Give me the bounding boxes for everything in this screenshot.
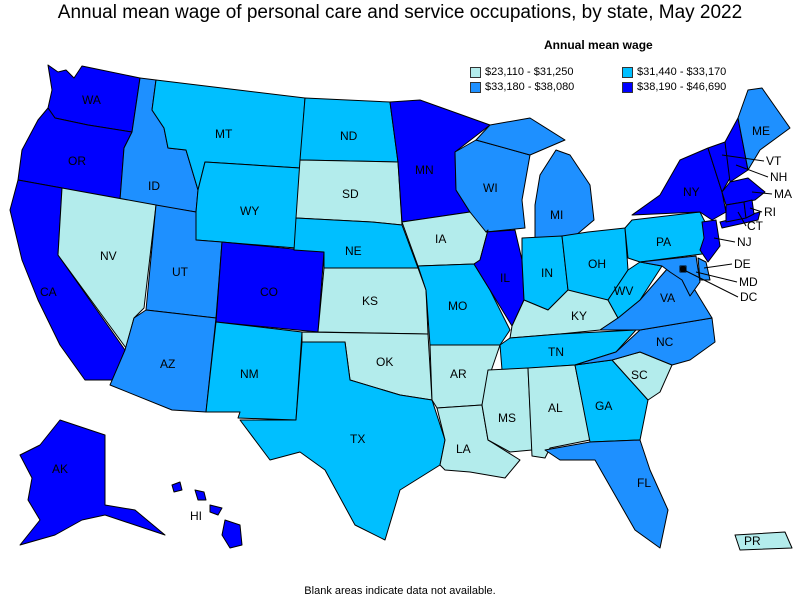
- legend-label-4: $38,190 - $46,690: [637, 81, 727, 93]
- label-ME: ME: [752, 124, 770, 138]
- label-CT: CT: [747, 219, 764, 233]
- state-TX[interactable]: [239, 341, 446, 541]
- label-DE: DE: [734, 257, 751, 271]
- label-NC: NC: [656, 335, 674, 349]
- label-NJ: NJ: [737, 235, 752, 249]
- label-MO: MO: [448, 299, 467, 313]
- label-CA: CA: [40, 285, 57, 299]
- label-WA: WA: [82, 93, 101, 107]
- label-SC: SC: [631, 368, 648, 382]
- label-NH: NH: [770, 170, 787, 184]
- legend-title: Annual mean wage: [544, 38, 653, 52]
- legend-swatch-1: [470, 66, 481, 78]
- legend-label-1: $23,110 - $31,250: [485, 66, 574, 78]
- label-NY: NY: [683, 185, 700, 199]
- label-CO: CO: [260, 285, 278, 299]
- label-MS: MS: [498, 411, 516, 425]
- state-CT[interactable]: [725, 201, 747, 223]
- label-MT: MT: [215, 127, 233, 141]
- label-AK: AK: [52, 462, 68, 476]
- legend-swatch-4: [622, 81, 633, 93]
- label-WV: WV: [614, 284, 633, 298]
- label-WI: WI: [483, 181, 498, 195]
- label-PR: PR: [744, 534, 761, 548]
- legend-label-2: $31,440 - $33,170: [637, 66, 727, 78]
- state-PR[interactable]: [734, 531, 793, 551]
- label-FL: FL: [637, 476, 651, 490]
- state-RI[interactable]: [743, 199, 755, 219]
- label-UT: UT: [172, 265, 189, 279]
- label-GA: GA: [595, 399, 612, 413]
- legend-label-3: $33,180 - $38,080: [485, 81, 575, 93]
- legend-item-1: $23,110 - $31,250: [470, 66, 573, 78]
- state-IL[interactable]: [473, 229, 525, 327]
- label-PA: PA: [656, 235, 671, 249]
- legend-swatch-3: [470, 81, 481, 93]
- label-MD: MD: [739, 275, 758, 289]
- state-MI[interactable]: [475, 117, 595, 239]
- label-MN: MN: [415, 163, 434, 177]
- label-NM: NM: [240, 367, 259, 381]
- label-OH: OH: [588, 257, 606, 271]
- label-AR: AR: [450, 367, 467, 381]
- label-LA: LA: [456, 442, 471, 456]
- label-DC: DC: [740, 290, 758, 304]
- state-AK[interactable]: [19, 419, 166, 546]
- state-HI[interactable]: [171, 481, 243, 549]
- label-NV: NV: [100, 249, 117, 263]
- dc-marker: [680, 266, 686, 272]
- label-NE: NE: [345, 244, 362, 258]
- label-IL: IL: [500, 271, 510, 285]
- label-AL: AL: [548, 401, 563, 415]
- label-KS: KS: [362, 294, 378, 308]
- label-AZ: AZ: [160, 357, 175, 371]
- label-RI: RI: [764, 205, 776, 219]
- label-WY: WY: [240, 204, 259, 218]
- state-NJ[interactable]: [699, 219, 721, 263]
- map-title: Annual mean wage of personal care and se…: [57, 2, 743, 23]
- label-KY: KY: [571, 309, 587, 323]
- legend-swatch-2: [622, 66, 633, 78]
- leader-lines: [683, 154, 773, 298]
- label-TX: TX: [350, 432, 365, 446]
- label-HI: HI: [190, 509, 202, 523]
- state-MS[interactable]: [481, 367, 533, 453]
- label-VT: VT: [766, 154, 782, 168]
- label-MA: MA: [774, 187, 792, 201]
- state-FL[interactable]: [544, 439, 669, 549]
- legend-item-2: $31,440 - $33,170: [622, 66, 726, 78]
- label-ND: ND: [340, 129, 358, 143]
- label-OR: OR: [68, 154, 86, 168]
- label-IA: IA: [435, 232, 446, 246]
- state-MA[interactable]: [721, 177, 766, 206]
- label-SD: SD: [342, 187, 359, 201]
- label-ID: ID: [148, 179, 160, 193]
- label-TN: TN: [548, 345, 564, 359]
- state-labels: WA OR CA ID NV MT WY UT AZ CO NM ND SD N…: [40, 93, 792, 548]
- legend-item-4: $38,190 - $46,690: [622, 81, 726, 93]
- label-VA: VA: [660, 291, 675, 305]
- state-KS[interactable]: [317, 267, 429, 335]
- footnote: Blank areas indicate data not available.: [304, 585, 496, 597]
- label-IN: IN: [541, 266, 553, 280]
- legend-item-3: $33,180 - $38,080: [470, 81, 574, 93]
- label-MI: MI: [550, 208, 563, 222]
- label-OK: OK: [376, 355, 393, 369]
